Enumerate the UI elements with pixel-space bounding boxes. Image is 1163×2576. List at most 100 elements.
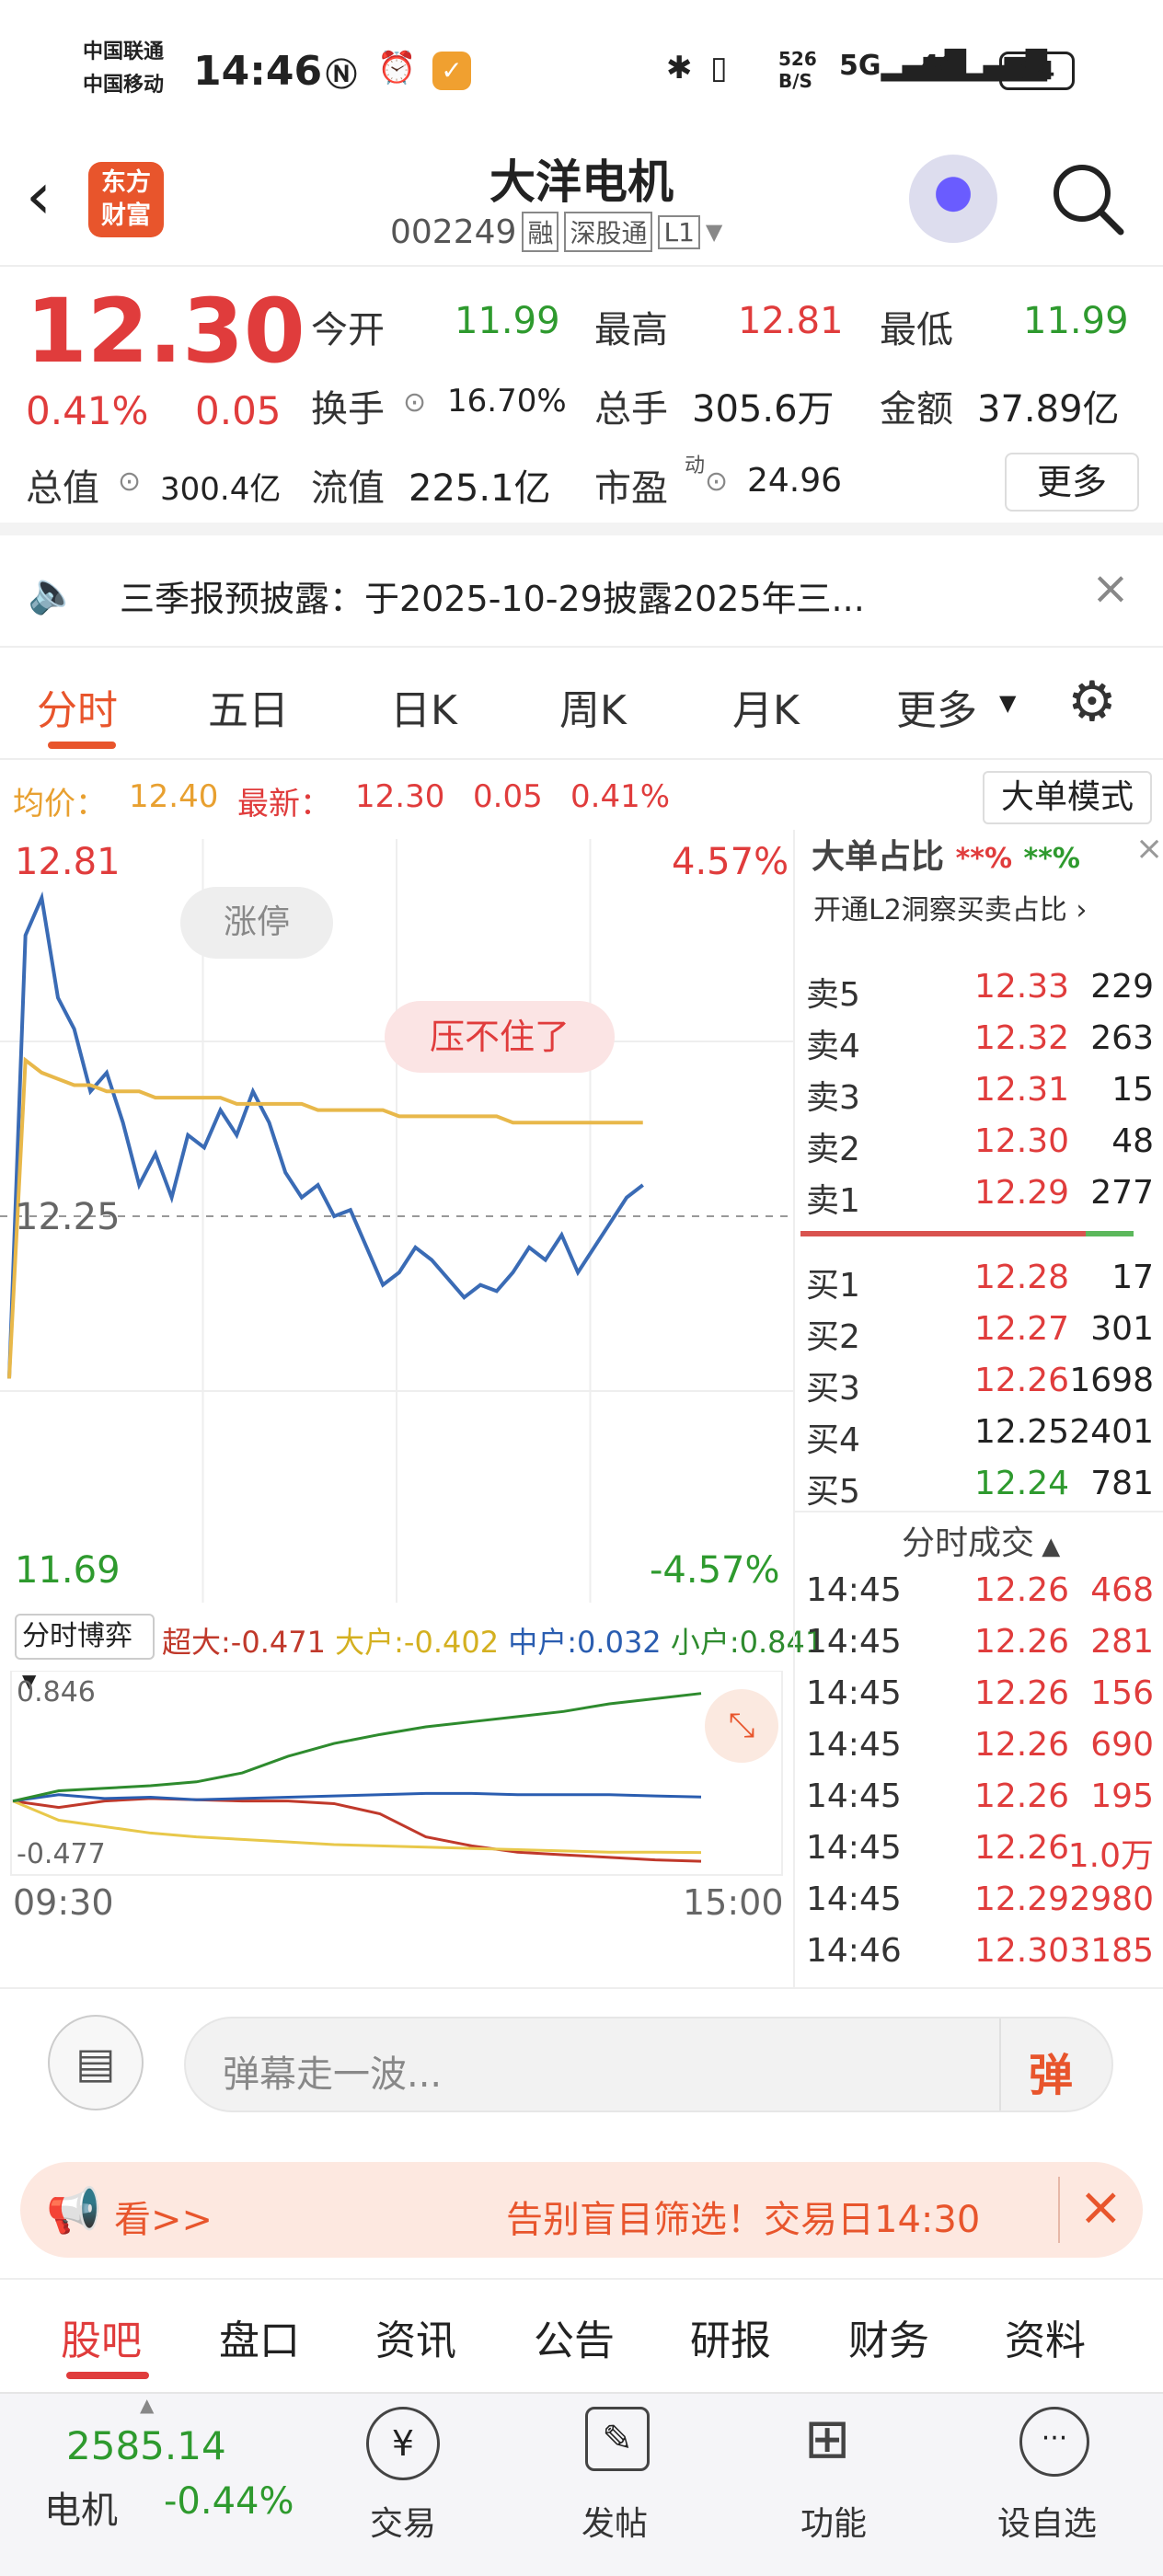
tag-level: L1 [658, 214, 700, 249]
bid-row[interactable]: 买5 12.24 781 [795, 1459, 1163, 1511]
index-value[interactable]: 2585.14 [66, 2423, 226, 2468]
flow-selector-label: 分时博弈 [22, 1620, 132, 1652]
limit-up-badge[interactable]: 涨停 [180, 887, 333, 959]
ask-row[interactable]: 卖5 12.33 229 [795, 962, 1163, 1014]
tab-announcement[interactable]: 公告 [534, 2317, 615, 2364]
ask-row[interactable]: 卖2 12.30 48 [795, 1117, 1163, 1168]
post-icon[interactable]: ✎ [585, 2407, 650, 2471]
tag-margin: 融 [522, 212, 559, 252]
ask-row[interactable]: 卖3 12.31 15 [795, 1065, 1163, 1117]
pe-label: 市盈 [594, 467, 668, 510]
open-label: 今开 [311, 309, 385, 351]
big-order-mode-button[interactable]: 大单模式 [983, 771, 1152, 824]
info-circle-icon[interactable]: ⊙ [705, 466, 729, 498]
back-icon[interactable]: ‹ [26, 158, 52, 234]
trade-row[interactable]: 14:45 12.26 468 [795, 1566, 1163, 1617]
more-dots-icon[interactable]: ··· [1019, 2407, 1089, 2477]
trade-row[interactable]: 14:45 12.26 281 [795, 1617, 1163, 1669]
bid-row[interactable]: 买2 12.27 301 [795, 1305, 1163, 1356]
notice-text: 三季报预披露：于2025-10-29披露2025年三... [120, 579, 865, 619]
trade-row[interactable]: 14:45 12.26 1.0万 [795, 1823, 1163, 1875]
index-change: -0.44% [164, 2480, 294, 2523]
tab-research[interactable]: 研报 [690, 2317, 771, 2364]
legend-small: 小户 [670, 1625, 730, 1660]
bid-row[interactable]: 买1 12.28 17 [795, 1253, 1163, 1305]
trade-row-label: 14:45 [806, 1880, 902, 1918]
tab-news[interactable]: 资讯 [375, 2317, 456, 2364]
stock-code-row[interactable]: 002249 融 深股通 L1 ▼ [390, 212, 722, 252]
nav-trade[interactable]: 交易 [370, 2505, 437, 2543]
trade-row[interactable]: 14:45 12.26 156 [795, 1669, 1163, 1720]
expand-icon[interactable]: ⤡ [705, 1689, 778, 1763]
gear-icon[interactable]: ⚙ [1067, 670, 1117, 734]
divider [0, 1987, 1163, 1989]
close-icon[interactable]: × [1078, 2175, 1123, 2237]
danmu-input[interactable]: 弹幕走一波... 弹 [184, 2017, 1113, 2112]
info-circle-icon[interactable]: ⊙ [403, 386, 427, 419]
tab-minute[interactable]: 分时 [37, 687, 118, 734]
notice-bar[interactable]: 🔈 三季报预披露：于2025-10-29披露2025年三... × [0, 537, 1163, 648]
flow-selector[interactable]: 分时博弈 ▼ [15, 1614, 155, 1692]
search-icon[interactable] [1049, 160, 1126, 237]
trade-row[interactable]: 14:45 12.29 2980 [795, 1875, 1163, 1926]
tab-five-day[interactable]: 五日 [208, 687, 289, 734]
danmu-button[interactable]: 弹 [1029, 2050, 1074, 2101]
bid-row[interactable]: 买4 12.25 2401 [795, 1408, 1163, 1459]
chevron-up-icon: ▲ [140, 2394, 155, 2416]
trade-row[interactable]: 14:46 12.30 3185 [795, 1926, 1163, 1978]
intraday-chart[interactable]: 12.81 4.57% 12.25 11.69 -4.57% 涨停 压不住了 [0, 830, 793, 1606]
latest-label: 最新： [237, 786, 331, 822]
change-amount: 0.05 [195, 388, 282, 433]
more-button[interactable]: 更多 [1005, 453, 1139, 512]
speaker-icon: 🔈 [28, 569, 78, 616]
chevron-down-icon: ▼ [999, 690, 1017, 716]
tab-finance[interactable]: 财务 [848, 2317, 929, 2364]
ask-row-label: 卖5 [806, 976, 860, 1014]
nav-add-watchlist[interactable]: 设自选 [997, 2505, 1098, 2543]
trade-row-volume: 3185 [1069, 1932, 1154, 1970]
l2-link[interactable]: 开通L2洞察买卖占比 › [813, 887, 1087, 927]
trade-row-volume: 468 [1090, 1571, 1154, 1609]
tab-day-k[interactable]: 日K [390, 687, 457, 734]
apps-icon[interactable]: ⊞ [804, 2407, 851, 2471]
ask-row[interactable]: 卖1 12.29 277 [795, 1168, 1163, 1220]
danmu-placeholder: 弹幕走一波... [223, 2053, 443, 2096]
bid-row[interactable]: 买3 12.26 1698 [795, 1356, 1163, 1408]
nav-post[interactable]: 发帖 [582, 2505, 649, 2543]
tab-more[interactable]: 更多 [896, 687, 977, 734]
nfc-icon: Ⓝ [326, 57, 357, 94]
comment-bubble[interactable]: 压不住了 [385, 1001, 615, 1073]
tab-panel[interactable]: 盘口 [219, 2317, 300, 2364]
ask-row[interactable]: 卖4 12.32 263 [795, 1014, 1163, 1065]
nav-function[interactable]: 功能 [800, 2505, 868, 2543]
tab-forum[interactable]: 股吧 [61, 2317, 142, 2364]
trade-row-price: 12.26 [973, 1829, 1069, 1867]
robot-assistant-icon[interactable] [909, 155, 997, 243]
danmu-settings-icon[interactable]: ▤ [48, 2015, 144, 2110]
flow-y-low: -0.477 [17, 1838, 106, 1870]
flow-chart[interactable]: 分时博弈 ▼ 超大:-0.471 大户:-0.402 中户:0.032 小户:0… [0, 1606, 823, 1923]
close-icon[interactable]: × [1091, 561, 1130, 615]
stock-code: 002249 [390, 213, 517, 251]
trade-row-price: 12.26 [973, 1623, 1069, 1661]
info-circle-icon[interactable]: ⊙ [118, 466, 142, 498]
close-icon[interactable]: × [1135, 830, 1163, 868]
legend-super-value: -0.471 [230, 1625, 326, 1660]
tab-week-k[interactable]: 周K [559, 687, 627, 734]
high-value: 12.81 [738, 300, 844, 342]
trade-row[interactable]: 14:45 12.26 690 [795, 1720, 1163, 1772]
tab-profile[interactable]: 资料 [1005, 2317, 1086, 2364]
trades-title[interactable]: 分时成交 ▲ [902, 1516, 1060, 1564]
series-line-avg [7, 1056, 643, 1379]
ad-text: 告别盲目筛选！交易日14:30 [506, 2199, 981, 2241]
turnover-label: 换手 [311, 388, 385, 431]
l2-title-text: 大单占比 [812, 838, 945, 876]
ad-banner[interactable]: 📢 看>> 告别盲目筛选！交易日14:30 × [20, 2162, 1143, 2258]
bottom-nav: ▲ 2585.14 电机 -0.44% ¥ 交易 ✎ 发帖 ⊞ 功能 ··· 设… [0, 2392, 1163, 2576]
legend-medium: 中户 [508, 1625, 568, 1660]
last-price: 12.30 [26, 280, 305, 383]
series-line-price [7, 891, 644, 1379]
tab-month-k[interactable]: 月K [732, 687, 800, 734]
trade-row[interactable]: 14:45 12.26 195 [795, 1772, 1163, 1823]
trade-icon[interactable]: ¥ [366, 2407, 440, 2480]
